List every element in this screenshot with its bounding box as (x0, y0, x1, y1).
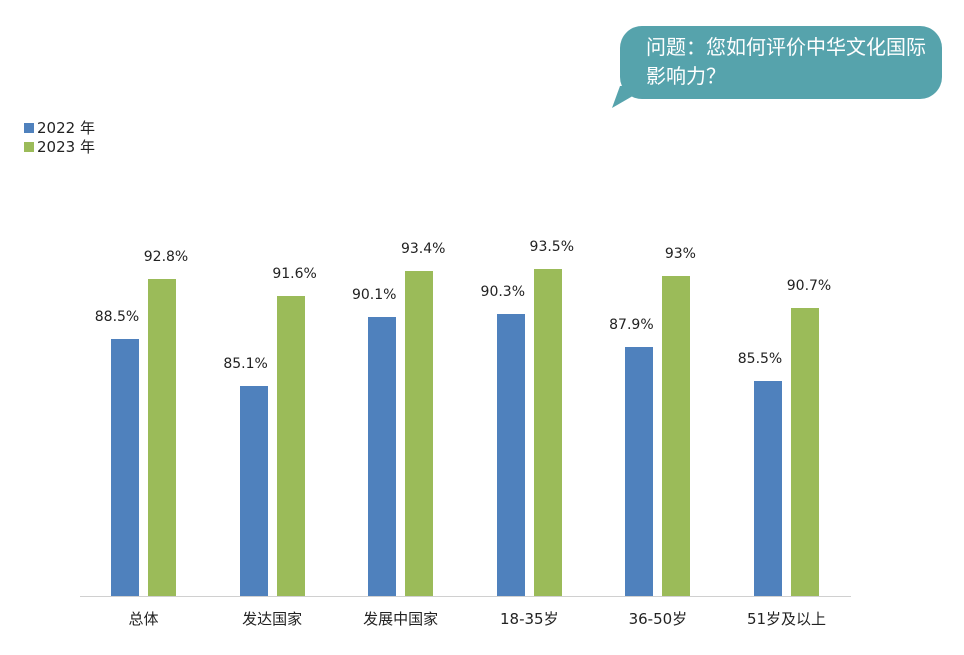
bar-2022 (496, 313, 525, 596)
bar-2023 (276, 295, 305, 596)
data-label: 90.1% (351, 286, 397, 303)
legend-label-2023: 2023 年 (37, 138, 95, 156)
category-label: 18-35岁 (500, 610, 559, 628)
bar-2023 (148, 279, 176, 596)
data-label: 85.1% (223, 356, 268, 373)
category-label: 总体 (128, 610, 159, 628)
callout-tail (611, 86, 650, 108)
question-text: 问题：您如何评价中华文化国际影响力？ (646, 35, 926, 88)
data-label: 87.9% (609, 317, 654, 334)
legend-swatch-2022 (24, 122, 34, 133)
legend: 2022 年 2023 年 (24, 118, 95, 156)
data-label: 90.3% (480, 283, 526, 300)
data-label: 88.5% (94, 308, 140, 325)
legend-label-2022: 2022 年 (37, 119, 95, 137)
data-label: 93% (664, 246, 696, 263)
bar-2023 (791, 308, 819, 596)
bar-2023 (533, 269, 562, 596)
bar-2022 (625, 347, 654, 596)
category-label: 发展中国家 (363, 610, 439, 628)
legend-item-2023: 2023 年 (24, 137, 95, 156)
category-label: 发达国家 (242, 610, 303, 628)
bar-2022 (111, 338, 139, 596)
data-label: 92.8% (143, 249, 189, 266)
data-label: 90.7% (786, 278, 832, 295)
bar-2022 (239, 386, 268, 596)
legend-swatch-2023 (24, 141, 34, 152)
category-label: 36-50岁 (628, 610, 688, 628)
category-label: 51岁及以上 (746, 610, 827, 628)
data-label: 85.5% (737, 350, 783, 367)
bar-2022 (368, 316, 397, 596)
bar-2023 (405, 270, 434, 596)
data-label: 93.5% (529, 239, 575, 256)
bar-2023 (662, 276, 691, 596)
data-label: 91.6% (272, 265, 317, 282)
x-axis (80, 596, 851, 597)
question-callout (620, 26, 942, 99)
bar-2022 (754, 380, 782, 596)
data-label: 93.4% (400, 240, 446, 257)
legend-item-2022: 2022 年 (24, 118, 95, 137)
